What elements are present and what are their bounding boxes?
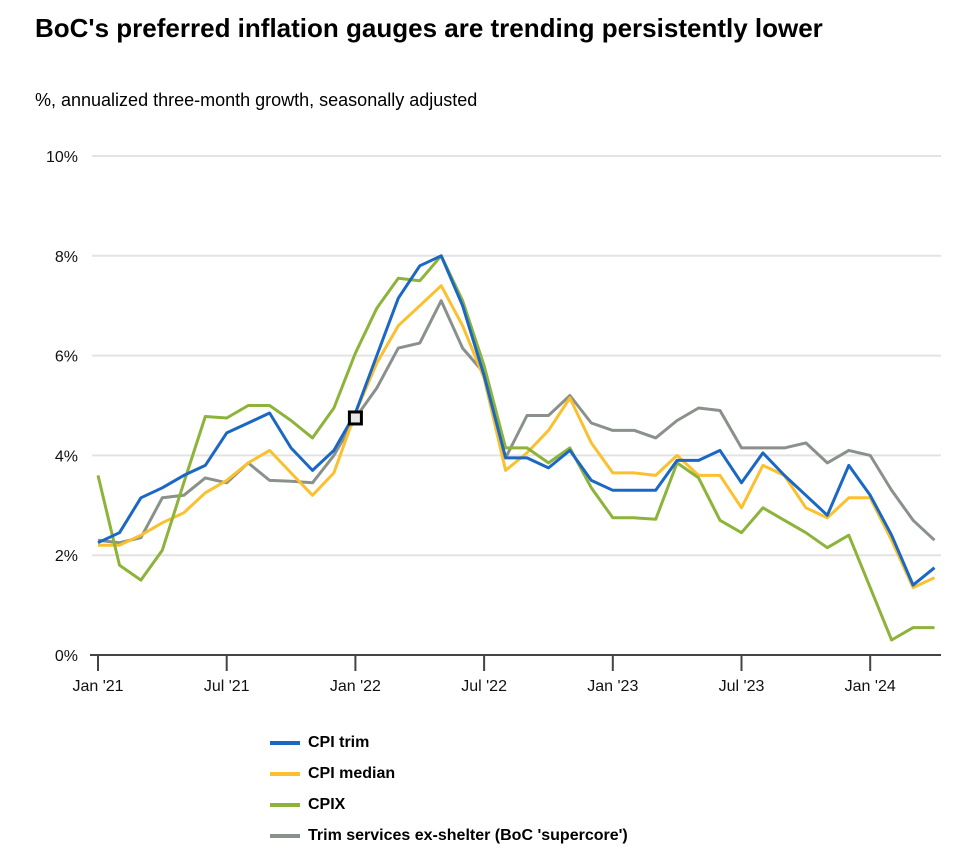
legend-label: CPIX — [308, 795, 346, 813]
y-tick-label: 0% — [55, 648, 78, 665]
series-lines — [96, 254, 936, 642]
x-tick-label: Jan '24 — [845, 678, 896, 695]
x-axis: Jan '21 Jul '21 Jan '22 Jul '22 Jan '23 Jul '… — [72, 654, 941, 695]
legend-label: CPI median — [308, 764, 396, 782]
x-tick-label: Jan '21 — [72, 678, 123, 695]
line-chart: 0% 2% 4% 6% 8% 10% Jan '21 Jul '21 Jan '22 Jul '… — [46, 149, 941, 695]
x-tick-label: Jan '22 — [330, 678, 381, 695]
series-line-cpi-trim — [97, 254, 936, 587]
y-axis: 0% 2% 4% 6% 8% 10% — [46, 149, 78, 665]
gridlines — [92, 155, 941, 557]
legend-label: Trim services ex-shelter (BoC 'supercore… — [308, 826, 628, 844]
y-tick-label: 2% — [55, 548, 78, 565]
x-tick-label: Jul '21 — [204, 678, 250, 695]
legend-swatch — [270, 833, 300, 838]
series-line-cpi-median — [98, 284, 936, 590]
x-tick-label: Jan '23 — [587, 678, 638, 695]
legend-swatch — [270, 802, 300, 807]
legend-swatch — [270, 740, 300, 745]
legend-item[interactable]: CPI median — [270, 758, 628, 789]
chart-title: BoC's preferred inflation gauges are tre… — [35, 13, 823, 43]
y-tick-label: 8% — [55, 249, 78, 266]
chart-subtitle: %, annualized three-month growth, season… — [35, 90, 478, 110]
y-tick-label: 4% — [55, 448, 78, 465]
y-tick-label: 6% — [55, 349, 78, 366]
legend-item[interactable]: Trim services ex-shelter (BoC 'supercore… — [270, 820, 628, 851]
series-line-cpix — [96, 254, 935, 642]
legend-swatch — [270, 771, 300, 776]
x-tick-label: Jul '22 — [461, 678, 507, 695]
legend-item[interactable]: CPIX — [270, 789, 628, 820]
legend-label: CPI trim — [308, 733, 370, 751]
highlight-marker[interactable] — [347, 410, 363, 426]
series-line-trim-services-ex-shelter-boc-supercore — [97, 299, 936, 545]
x-tick-label: Jul '23 — [719, 678, 765, 695]
legend-item[interactable]: CPI trim — [270, 727, 628, 758]
legend: CPI trim CPI median CPIX Trim services ex-s… — [270, 727, 628, 851]
y-tick-label: 10% — [46, 149, 78, 166]
markers — [347, 410, 363, 426]
